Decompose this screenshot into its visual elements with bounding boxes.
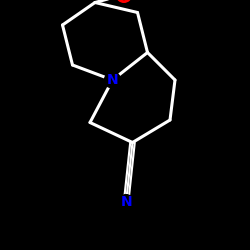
Text: N: N: [107, 73, 118, 87]
Circle shape: [104, 72, 120, 88]
Circle shape: [118, 195, 134, 210]
Circle shape: [117, 0, 131, 2]
Text: N: N: [120, 195, 132, 209]
